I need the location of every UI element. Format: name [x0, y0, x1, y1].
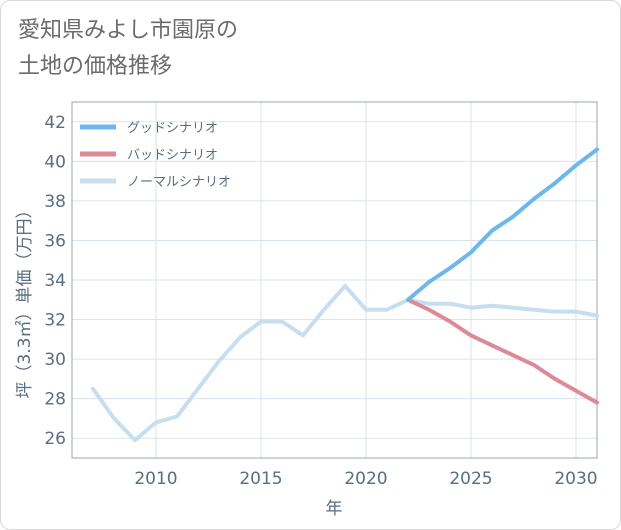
y-tick-label: 36 [44, 231, 66, 251]
chart-title-line1: 愛知県みよし市園原の [18, 18, 239, 43]
y-tick-label: 40 [44, 152, 66, 172]
legend-label-normal: ノーマルシナリオ [127, 175, 231, 190]
x-tick-label: 2030 [554, 469, 597, 489]
y-axis-label: 坪（3.3㎡）単価（万円） [15, 201, 35, 398]
chart-title-line2: 土地の価格推移 [18, 54, 173, 79]
x-tick-label: 2020 [344, 469, 387, 489]
series-line-normal [91, 283, 599, 443]
x-tick-label: 2015 [239, 469, 282, 489]
y-tick-label: 42 [44, 113, 66, 133]
grid [72, 102, 597, 458]
y-tick-label: 26 [44, 429, 66, 449]
y-tick-label: 38 [44, 192, 66, 212]
y-tick-label: 34 [44, 271, 66, 291]
legend-label-good: グッドシナリオ [127, 121, 218, 136]
legend-label-bad: バッドシナリオ [127, 148, 218, 163]
tick-labels: 2010 2015 2020 2025 2030 26 28 30 32 34 36 38 40 42 [44, 113, 597, 489]
series-lines [91, 147, 599, 443]
y-tick-label: 28 [44, 390, 66, 410]
x-axis-label: 年 [326, 499, 343, 519]
plot-frame [71, 101, 598, 459]
x-tick-label: 2010 [134, 469, 177, 489]
y-tick-label: 32 [44, 311, 66, 331]
series-line-bad [406, 297, 599, 405]
x-tick-label: 2025 [449, 469, 492, 489]
y-tick-label: 30 [44, 350, 66, 370]
series-line-good [406, 147, 599, 302]
